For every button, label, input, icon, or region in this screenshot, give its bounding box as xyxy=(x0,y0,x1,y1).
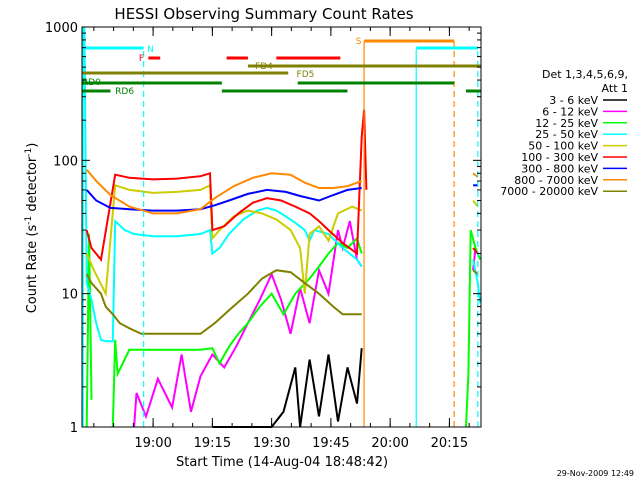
x-tick-label-5: 20:15 xyxy=(431,436,468,451)
series-line-5-0 xyxy=(85,109,368,262)
series-line-4-0 xyxy=(85,183,363,298)
legend-label-7: 800 - 7000 keV xyxy=(514,174,598,187)
legend-label-1: 6 - 12 keV xyxy=(542,105,598,118)
plot-area: NF FD4 FD5 RD0 RD6 S xyxy=(82,26,482,428)
legend-label-8: 7000 - 20000 keV xyxy=(500,185,598,198)
series-line-7-0 xyxy=(85,169,363,215)
y-label-part3: ) xyxy=(25,143,40,148)
flag-label-2: FD4 xyxy=(255,62,273,72)
flag-label-0: N xyxy=(147,45,154,55)
series-line-4-1 xyxy=(472,199,479,208)
y-tick-label-3: 1000 xyxy=(45,21,78,36)
timestamp: 29-Nov-2009 12:49 xyxy=(557,469,634,478)
plot-frame xyxy=(81,26,482,428)
x-axis-label: Start Time (14-Aug-04 18:48:42) xyxy=(176,455,388,470)
x-tick-label-3: 19:45 xyxy=(312,436,349,451)
legend-label-2: 12 - 25 keV xyxy=(535,117,598,130)
x-tick-label-4: 20:00 xyxy=(371,436,408,451)
y-label-part1: Count Rate (s xyxy=(25,225,40,314)
y-axis-label: Count Rate (s-1 detector-1) xyxy=(24,143,40,314)
series-line-8-1 xyxy=(472,269,479,275)
series-line-2-0 xyxy=(85,233,93,428)
series-line-3-1 xyxy=(472,259,482,304)
series-line-6-0 xyxy=(85,187,362,212)
series-line-1-0 xyxy=(133,220,363,428)
series-line-2-1 xyxy=(111,236,363,428)
flag-label-1: F xyxy=(139,54,144,64)
y-label-sup2: -1 xyxy=(24,148,34,157)
flag-label-6: S xyxy=(356,37,362,47)
x-tick-label-1: 19:15 xyxy=(194,436,231,451)
x-tick-label-2: 19:30 xyxy=(253,436,290,451)
y-tick-label-2: 100 xyxy=(53,154,78,169)
legend-label-0: 3 - 6 keV xyxy=(549,94,598,107)
x-axis: 19:00 19:15 19:30 19:45 20:00 20:15 xyxy=(93,27,470,451)
y-tick-label-0: 1 xyxy=(70,421,78,436)
y-axis: 1 10 100 1000 xyxy=(45,21,481,436)
chart-title: HESSI Observing Summary Count Rates xyxy=(114,5,413,23)
series-line-0-0 xyxy=(212,348,363,428)
series-line-8-0 xyxy=(85,269,362,335)
flag-label-4: RD0 xyxy=(82,78,101,88)
y-label-part2: detector xyxy=(25,156,40,216)
legend-label-4: 50 - 100 keV xyxy=(528,140,598,153)
flag-label-5: RD6 xyxy=(115,87,134,97)
series-line-3-0 xyxy=(83,26,363,343)
series-line-5-1 xyxy=(472,247,479,255)
legend-header-line2: Att 1 xyxy=(602,82,628,95)
flag-label-3: FD5 xyxy=(297,70,315,80)
legend-label-6: 300 - 800 keV xyxy=(521,162,598,175)
series-line-7-1 xyxy=(472,172,479,178)
y-label-sup1: -1 xyxy=(24,216,34,225)
x-tick-label-0: 19:00 xyxy=(134,436,171,451)
y-tick-label-1: 10 xyxy=(61,288,78,303)
legend-label-3: 25 - 50 keV xyxy=(535,128,598,141)
legend-header-line1: Det 1,3,4,5,6,9, xyxy=(542,68,628,81)
legend-label-5: 100 - 300 keV xyxy=(521,151,598,164)
